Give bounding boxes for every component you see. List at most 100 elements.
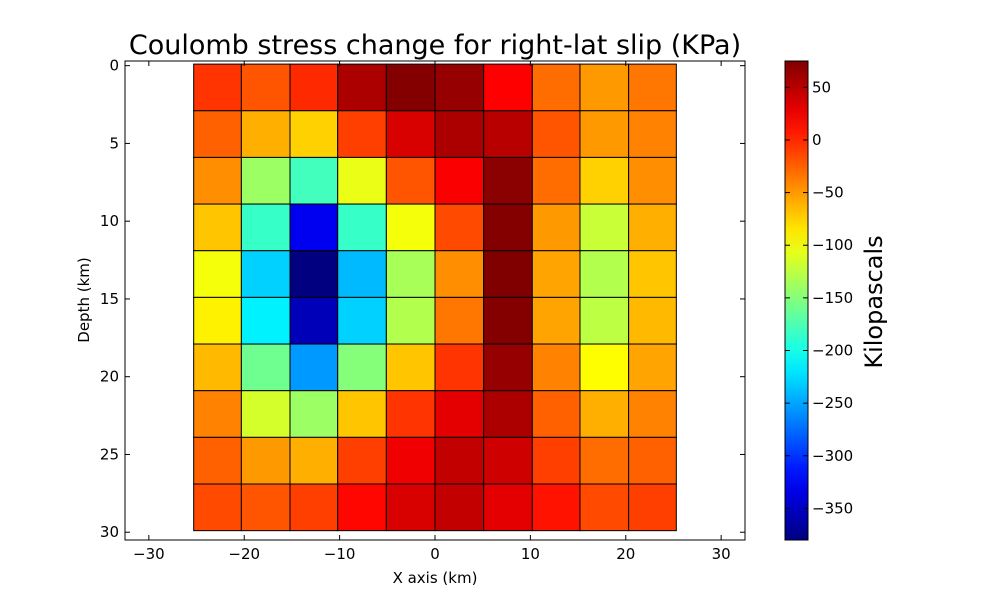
heatmap-cell bbox=[193, 436, 242, 485]
heatmap-cell bbox=[434, 436, 485, 485]
heatmap-cell bbox=[628, 203, 677, 252]
y-tick-label: 5 bbox=[109, 134, 119, 152]
y-tick-label: 15 bbox=[100, 290, 119, 308]
heatmap-cell bbox=[385, 250, 436, 298]
heatmap-cell bbox=[385, 63, 436, 112]
heatmap-cell bbox=[337, 63, 387, 112]
heatmap-cell bbox=[385, 110, 436, 158]
heatmap-cell bbox=[434, 343, 485, 392]
heatmap-cell bbox=[289, 296, 339, 345]
colorbar-label: Kilopascals bbox=[860, 235, 888, 368]
colorbar-tick-label: −300 bbox=[812, 447, 853, 465]
y-axis-label: Depth (km) bbox=[75, 257, 93, 342]
heatmap-cell bbox=[628, 63, 677, 112]
heatmap-cell bbox=[289, 483, 339, 532]
heatmap-cell bbox=[337, 343, 387, 392]
heatmap-cell bbox=[289, 110, 339, 158]
heatmap-cell bbox=[579, 156, 630, 205]
heatmap-cell bbox=[193, 110, 242, 158]
heatmap-cell bbox=[240, 390, 291, 438]
heatmap-cell bbox=[385, 483, 436, 532]
heatmap-cell bbox=[193, 296, 242, 345]
heatmap-cell bbox=[579, 343, 630, 392]
x-tick-label: 10 bbox=[521, 545, 540, 563]
heatmap-cell bbox=[628, 250, 677, 298]
heatmap-cell bbox=[483, 156, 533, 205]
heatmap-cell bbox=[289, 250, 339, 298]
heatmap-cell bbox=[289, 436, 339, 485]
heatmap-cell bbox=[240, 296, 291, 345]
colorbar-tick-label: −200 bbox=[812, 342, 853, 360]
y-tick-label: 10 bbox=[100, 212, 119, 230]
heatmap-cell bbox=[385, 436, 436, 485]
heatmap-cell bbox=[240, 63, 291, 112]
heatmap-cell bbox=[628, 110, 677, 158]
heatmap-cell bbox=[289, 343, 339, 392]
x-tick-label: −30 bbox=[133, 545, 165, 563]
heatmap-cell bbox=[337, 436, 387, 485]
heatmap-cell bbox=[434, 63, 485, 112]
colorbar-tick-label: 50 bbox=[812, 78, 831, 96]
heatmap-cell bbox=[289, 156, 339, 205]
heatmap-cell bbox=[337, 203, 387, 252]
heatmap-cell bbox=[337, 483, 387, 532]
heatmap-cell bbox=[193, 343, 242, 392]
heatmap-cell bbox=[531, 156, 581, 205]
heatmap-cell bbox=[385, 390, 436, 438]
heatmap-cell bbox=[337, 390, 387, 438]
heatmap-cell bbox=[628, 343, 677, 392]
heatmap-cell bbox=[531, 343, 581, 392]
heatmap-cell bbox=[193, 203, 242, 252]
heatmap-cell bbox=[483, 63, 533, 112]
heatmap-cell bbox=[337, 250, 387, 298]
heatmap-cell bbox=[483, 436, 533, 485]
heatmap-cell bbox=[531, 483, 581, 532]
heatmap-cell bbox=[531, 250, 581, 298]
heatmap-cell bbox=[337, 296, 387, 345]
colorbar-ticks: 50 0 −50 −100 −150 −200 −250 −300 −350 bbox=[785, 78, 853, 517]
heatmap-cell bbox=[579, 390, 630, 438]
heatmap-cell bbox=[337, 110, 387, 158]
heatmap-cell bbox=[385, 156, 436, 205]
heatmap-cell bbox=[289, 203, 339, 252]
colorbar-tick-label: −150 bbox=[812, 289, 853, 307]
heatmap-cell bbox=[628, 390, 677, 438]
colorbar-tick-label: 0 bbox=[812, 131, 822, 149]
heatmap-cell bbox=[289, 390, 339, 438]
axis-ticks: −30 −20 −10 0 10 20 30 0 5 10 15 20 25 30 bbox=[100, 57, 745, 563]
heatmap-cell bbox=[579, 483, 630, 532]
heatmap-cell bbox=[434, 483, 485, 532]
heatmap-cell bbox=[579, 203, 630, 252]
heatmap-cell bbox=[385, 296, 436, 345]
heatmap-cell bbox=[483, 483, 533, 532]
heatmap-cell bbox=[531, 203, 581, 252]
heatmap-cell bbox=[483, 343, 533, 392]
y-tick-label: 20 bbox=[100, 368, 119, 386]
y-tick-label: 25 bbox=[100, 445, 119, 463]
y-tick-label: 0 bbox=[109, 57, 119, 75]
heatmap-cell bbox=[483, 110, 533, 158]
heatmap-cell bbox=[337, 156, 387, 205]
y-tick-label: 30 bbox=[100, 523, 119, 541]
heatmap-cell bbox=[531, 436, 581, 485]
colorbar-tick-label: −100 bbox=[812, 236, 853, 254]
heatmap-cell bbox=[385, 343, 436, 392]
x-axis-label: X axis (km) bbox=[393, 569, 478, 587]
heatmap-cell bbox=[289, 63, 339, 112]
heatmap-cell bbox=[434, 110, 485, 158]
x-tick-label: 30 bbox=[712, 545, 731, 563]
heatmap-cell bbox=[434, 250, 485, 298]
heatmap-cell bbox=[434, 390, 485, 438]
heatmap-cell bbox=[483, 250, 533, 298]
heatmap-cell bbox=[240, 483, 291, 532]
heatmap-cell bbox=[483, 203, 533, 252]
heatmap-cell bbox=[483, 296, 533, 345]
x-tick-label: −20 bbox=[228, 545, 260, 563]
heatmap-cell bbox=[193, 250, 242, 298]
heatmap-cell bbox=[240, 250, 291, 298]
heatmap-cell bbox=[385, 203, 436, 252]
heatmap-cell bbox=[434, 156, 485, 205]
x-tick-label: 20 bbox=[616, 545, 635, 563]
heatmap-cell bbox=[579, 436, 630, 485]
